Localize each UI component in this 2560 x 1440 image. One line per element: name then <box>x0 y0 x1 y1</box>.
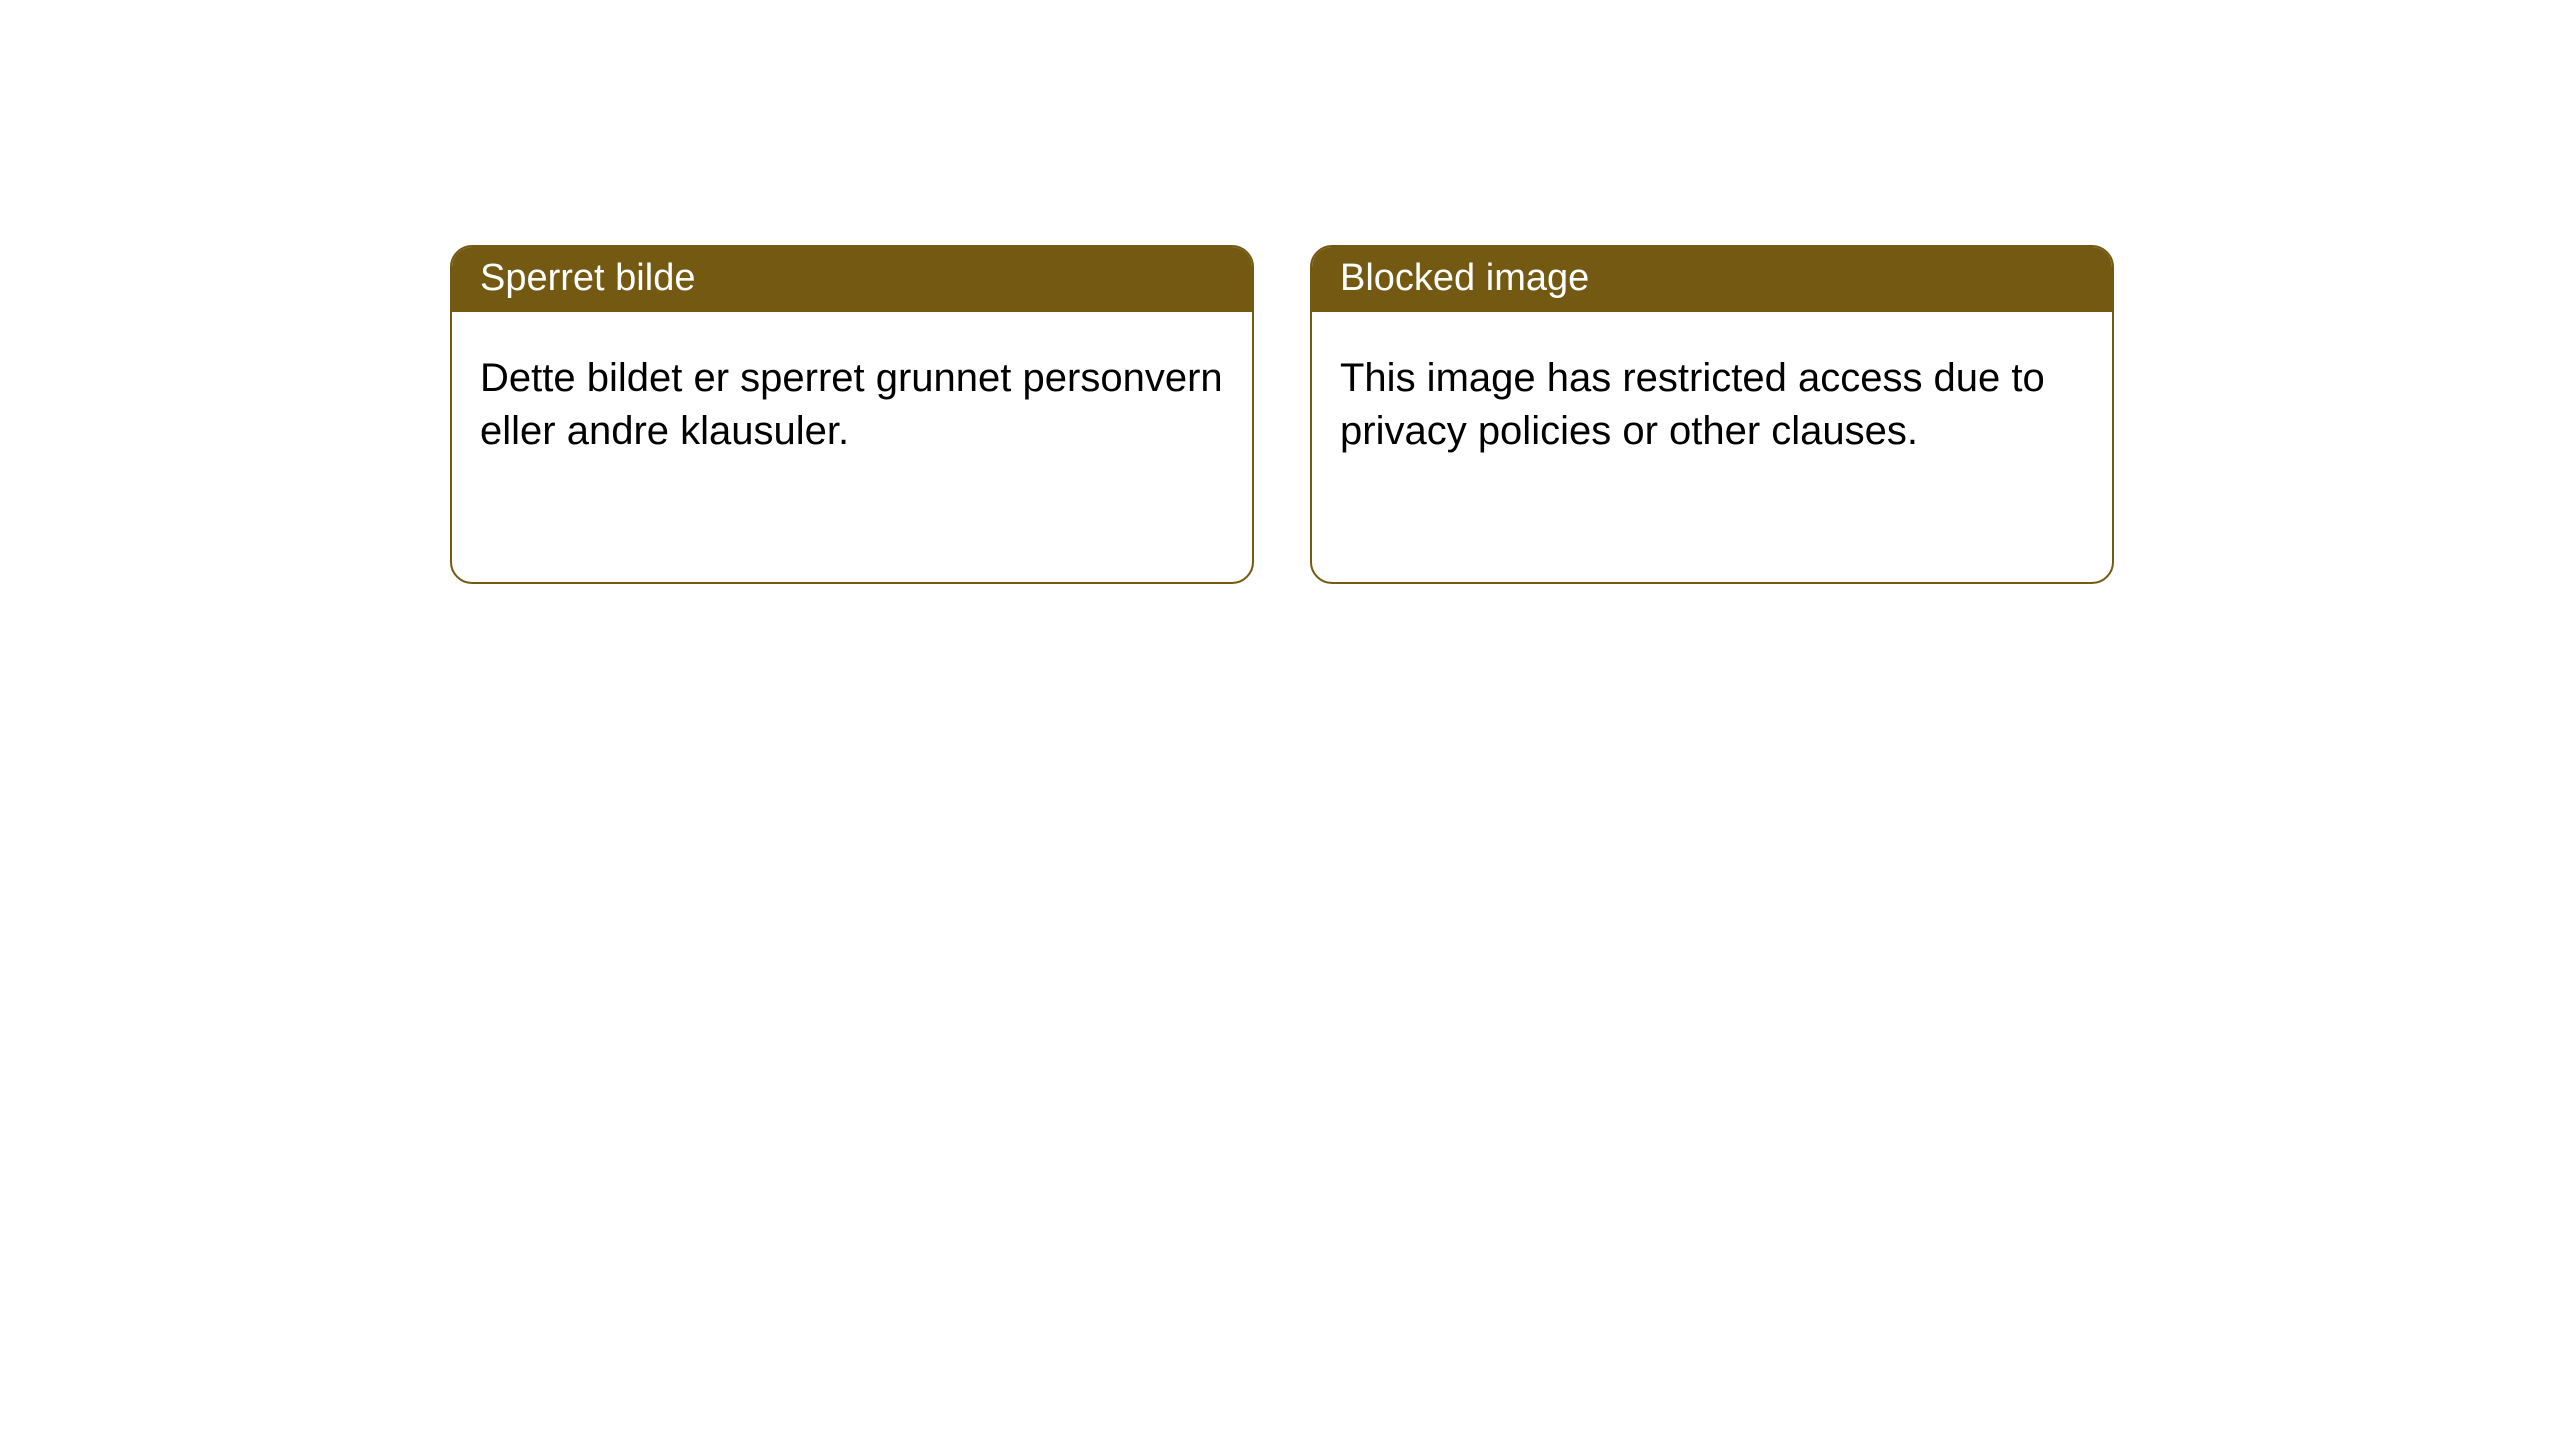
card-header: Sperret bilde <box>452 247 1252 312</box>
card-title: Sperret bilde <box>480 257 695 299</box>
card-body: Dette bildet er sperret grunnet personve… <box>452 312 1252 582</box>
card-title: Blocked image <box>1340 257 1589 299</box>
notice-container: Sperret bilde Dette bildet er sperret gr… <box>450 245 2114 584</box>
card-header: Blocked image <box>1312 247 2112 312</box>
notice-card-norwegian: Sperret bilde Dette bildet er sperret gr… <box>450 245 1254 584</box>
card-message: Dette bildet er sperret grunnet personve… <box>480 352 1224 458</box>
card-body: This image has restricted access due to … <box>1312 312 2112 582</box>
notice-card-english: Blocked image This image has restricted … <box>1310 245 2114 584</box>
card-message: This image has restricted access due to … <box>1340 352 2084 458</box>
